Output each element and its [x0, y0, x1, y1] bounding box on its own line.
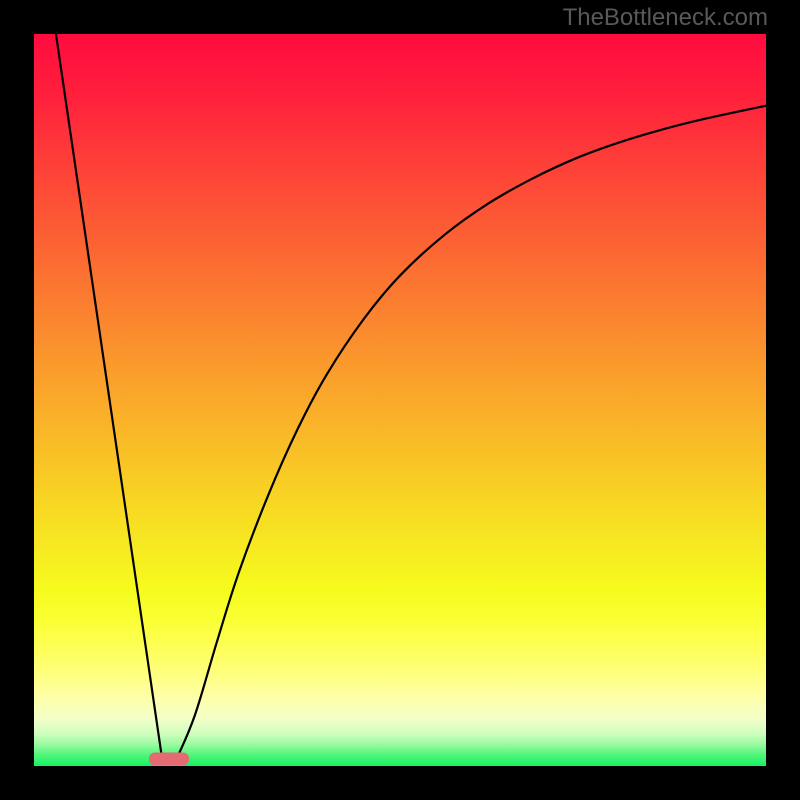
chart-container: TheBottleneck.com [0, 0, 800, 800]
bottleneck-curve [56, 34, 766, 759]
plot-area [34, 34, 766, 766]
curve-layer [34, 34, 766, 766]
watermark-text: TheBottleneck.com [563, 4, 768, 32]
optimal-point-marker [149, 753, 189, 766]
